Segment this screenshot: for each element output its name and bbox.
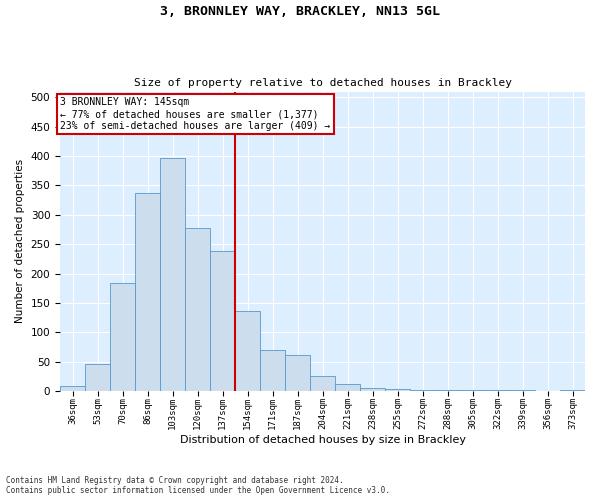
Text: Contains HM Land Registry data © Crown copyright and database right 2024.
Contai: Contains HM Land Registry data © Crown c… [6,476,390,495]
Bar [160,158,185,391]
Y-axis label: Number of detached properties: Number of detached properties [15,159,25,324]
Bar [285,354,310,391]
Bar [435,390,460,391]
Bar [485,390,510,391]
Bar [360,388,385,391]
Bar [185,228,210,391]
Text: 3, BRONNLEY WAY, BRACKLEY, NN13 5GL: 3, BRONNLEY WAY, BRACKLEY, NN13 5GL [160,5,440,18]
Bar [310,376,335,391]
Bar [385,388,410,391]
Bar [460,390,485,391]
Bar [335,384,360,391]
Text: 3 BRONNLEY WAY: 145sqm
← 77% of detached houses are smaller (1,377)
23% of semi-: 3 BRONNLEY WAY: 145sqm ← 77% of detached… [60,98,330,130]
Bar [110,283,135,391]
Bar [260,350,285,391]
Bar [210,251,235,391]
Bar [60,386,85,391]
Bar [410,390,435,391]
Bar [560,390,585,391]
Bar [135,193,160,391]
X-axis label: Distribution of detached houses by size in Brackley: Distribution of detached houses by size … [179,435,466,445]
Bar [510,390,535,391]
Bar [235,311,260,391]
Bar [85,364,110,391]
Title: Size of property relative to detached houses in Brackley: Size of property relative to detached ho… [134,78,512,88]
